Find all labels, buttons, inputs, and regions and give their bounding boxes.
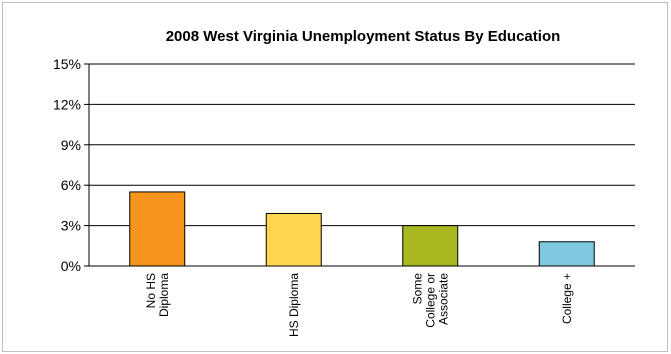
bar-3 [402,225,459,267]
x-category-label: No HSDiploma [144,273,171,317]
y-tick-label: 9% [61,137,81,153]
bar-1 [129,191,186,267]
chart-title: 2008 West Virginia Unemployment Status B… [166,28,561,45]
y-axis-ticks: 0% 3% 6% 9% 12% 15% [53,56,89,274]
bars [129,191,595,267]
x-category-label: HS Diploma [287,273,301,337]
y-tick-label: 0% [61,258,81,274]
y-tick-label: 12% [53,96,81,112]
bar-4 [538,241,595,267]
x-axis-labels: No HSDiploma HS Diploma SomeCollege orAsso… [144,273,574,337]
x-category-label: College + [560,273,574,324]
bar-2 [265,212,322,267]
x-category-label: SomeCollege orAssociate [410,273,450,328]
y-tick-label: 3% [61,218,81,234]
y-tick-label: 6% [61,177,81,193]
y-tick-label: 15% [53,56,81,72]
